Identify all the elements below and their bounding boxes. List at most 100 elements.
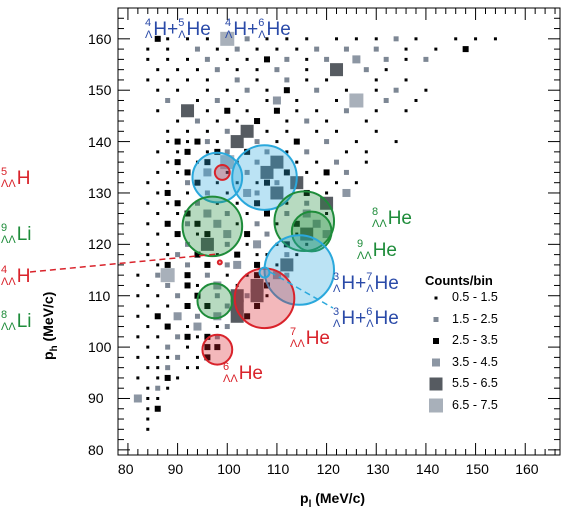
- x-tick-label: 100: [217, 461, 241, 477]
- bin-marker: [176, 170, 180, 174]
- bin-marker: [305, 37, 309, 41]
- bin-marker: [214, 334, 220, 340]
- bin-marker: [364, 150, 368, 154]
- y-tick-label: 110: [88, 287, 111, 304]
- bin-marker: [214, 97, 220, 103]
- bin-marker: [234, 251, 241, 258]
- bin-marker: [374, 88, 378, 92]
- bin-marker: [254, 200, 261, 207]
- bin-marker: [255, 181, 259, 185]
- bin-marker: [195, 355, 199, 359]
- bin-marker: [265, 253, 269, 257]
- legend-marks: [429, 296, 443, 413]
- bin-marker: [254, 272, 261, 279]
- bin-marker: [166, 160, 170, 164]
- bin-marker: [254, 190, 260, 196]
- bin-marker: [364, 119, 368, 123]
- bin-marker: [136, 294, 140, 298]
- bin-marker: [253, 240, 262, 249]
- bin-marker: [230, 135, 244, 149]
- bin-marker: [324, 56, 330, 62]
- bin-marker: [304, 200, 310, 206]
- label-7he: 7 ΛΛ He: [290, 326, 330, 350]
- bin-marker: [155, 272, 161, 278]
- bin-marker: [185, 180, 191, 186]
- bin-marker: [156, 191, 160, 195]
- bin-marker: [274, 180, 280, 186]
- bin-marker: [204, 139, 210, 145]
- bin-marker: [166, 47, 170, 51]
- bin-marker: [204, 344, 211, 351]
- y-tick-label: 130: [88, 184, 112, 201]
- isotope-region-circle: [263, 234, 336, 306]
- bin-marker: [265, 294, 269, 298]
- bin-marker: [275, 140, 279, 144]
- bin-marker: [275, 263, 279, 267]
- bin-marker: [205, 88, 209, 92]
- bin-marker: [284, 211, 290, 217]
- legend-entry-label: 5.5 - 6.5: [452, 376, 498, 390]
- bin-marker: [393, 36, 399, 42]
- bin-marker: [264, 149, 270, 155]
- bin-marker: [184, 303, 191, 309]
- plot-frame: [117, 7, 561, 456]
- bin-marker: [454, 37, 458, 41]
- bin-marker: [235, 201, 239, 205]
- label-5h: 5 ΛΛ H: [1, 166, 31, 190]
- bin-marker: [186, 325, 190, 329]
- bin-marker: [186, 345, 190, 349]
- x-tick-label: 110: [266, 461, 290, 477]
- bin-marker: [373, 46, 379, 52]
- legend-entry-label: 3.5 - 4.5: [452, 354, 498, 369]
- bin-marker: [156, 170, 160, 174]
- bin-marker: [285, 119, 289, 123]
- bin-marker: [156, 355, 160, 359]
- label-3h-7he: 3 Λ H+ 7 Λ He: [333, 271, 399, 295]
- bin-marker: [315, 129, 319, 133]
- bin-marker: [225, 57, 229, 61]
- bin-marker: [175, 293, 181, 299]
- bin-marker: [434, 47, 438, 51]
- bin-marker: [224, 128, 230, 134]
- bin-marker: [374, 37, 378, 41]
- bin-marker: [280, 258, 294, 272]
- bin-marker: [354, 140, 358, 144]
- isotope-region-circle: [196, 282, 234, 320]
- bin-marker: [383, 56, 389, 62]
- bin-marker: [272, 271, 281, 280]
- bin-marker: [285, 201, 289, 205]
- isotope-region-circle: [201, 333, 234, 366]
- bin-marker: [220, 31, 235, 46]
- bin-marker: [166, 129, 170, 133]
- label-9he: 9 ΛΛ He: [357, 238, 397, 262]
- bin-marker: [195, 366, 199, 370]
- bin-marker: [146, 304, 150, 308]
- bin-marker: [194, 46, 200, 52]
- x-axis-title: pl (MeV/c): [300, 490, 366, 510]
- bin-marker: [265, 88, 269, 92]
- bin-marker: [195, 232, 199, 236]
- bin-marker: [160, 268, 175, 283]
- bin-marker: [146, 78, 150, 82]
- axes-layer: [117, 7, 561, 456]
- bin-marker: [154, 35, 161, 42]
- legend-marker: [434, 296, 438, 300]
- bin-marker: [335, 98, 339, 102]
- bin-marker: [184, 282, 191, 289]
- bin-marker: [194, 138, 201, 145]
- label-8he: 8 ΛΛ He: [372, 206, 412, 230]
- bin-marker: [215, 47, 219, 51]
- h3-he6-pointer-line: [269, 271, 334, 309]
- bin-marker: [136, 335, 140, 339]
- bin-marker: [146, 427, 150, 431]
- bin-marker: [414, 98, 418, 102]
- bin-marker: [176, 376, 180, 380]
- bin-marker: [174, 138, 181, 145]
- bin-marker: [284, 252, 290, 258]
- x-tick-label: 90: [167, 461, 184, 477]
- bin-marker: [186, 57, 190, 61]
- bin-marker: [284, 56, 290, 62]
- bin-marker: [146, 407, 150, 411]
- bin-marker: [195, 283, 199, 287]
- bin-marker: [343, 108, 349, 114]
